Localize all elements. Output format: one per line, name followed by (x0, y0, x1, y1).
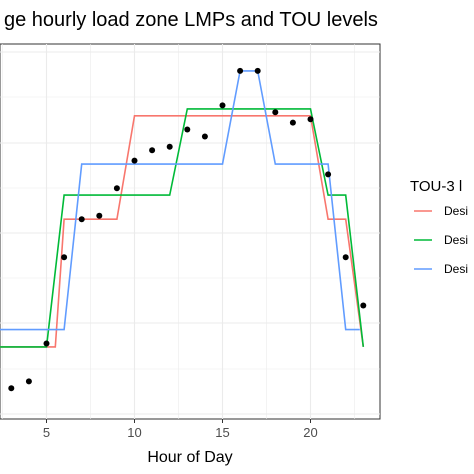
data-point (131, 157, 138, 164)
data-point (25, 378, 32, 385)
data-point (254, 67, 261, 74)
series-lines (0, 70, 365, 348)
series-line-1 (0, 115, 365, 348)
x-axis-title: Hour of Day (147, 449, 232, 466)
plot-panel (0, 43, 381, 420)
data-point (272, 109, 279, 116)
legend: TOU-3 l Desi Desi Desi (410, 178, 468, 276)
data-point (113, 185, 120, 192)
x-axis-ticks: 5 10 15 20 (43, 419, 318, 440)
x-tick-label: 15 (215, 425, 229, 440)
data-point (201, 133, 208, 140)
legend-label: Desi (444, 233, 468, 247)
chart-title: ge hourly load zone LMPs and TOU levels (4, 9, 378, 31)
data-point (184, 126, 191, 133)
series-line-3 (0, 70, 360, 331)
data-point (289, 119, 296, 126)
data-point (166, 143, 173, 150)
data-point (342, 254, 349, 261)
legend-title: TOU-3 l (410, 178, 462, 195)
x-tick-label: 10 (127, 425, 141, 440)
legend-items: Desi Desi Desi (414, 204, 468, 276)
data-point (307, 116, 314, 123)
x-tick-label: 5 (43, 425, 50, 440)
data-point (8, 385, 15, 392)
legend-label: Desi (444, 262, 468, 276)
series-line-2 (0, 108, 365, 348)
x-tick-label: 20 (303, 425, 317, 440)
data-points (8, 67, 367, 392)
data-point (360, 302, 367, 309)
data-point (61, 254, 68, 261)
data-point (96, 212, 103, 219)
data-point (43, 340, 50, 347)
data-point (78, 216, 85, 223)
legend-label: Desi (444, 204, 468, 218)
data-point (237, 67, 244, 74)
data-point (325, 171, 332, 178)
data-point (149, 147, 156, 154)
data-point (219, 102, 226, 109)
